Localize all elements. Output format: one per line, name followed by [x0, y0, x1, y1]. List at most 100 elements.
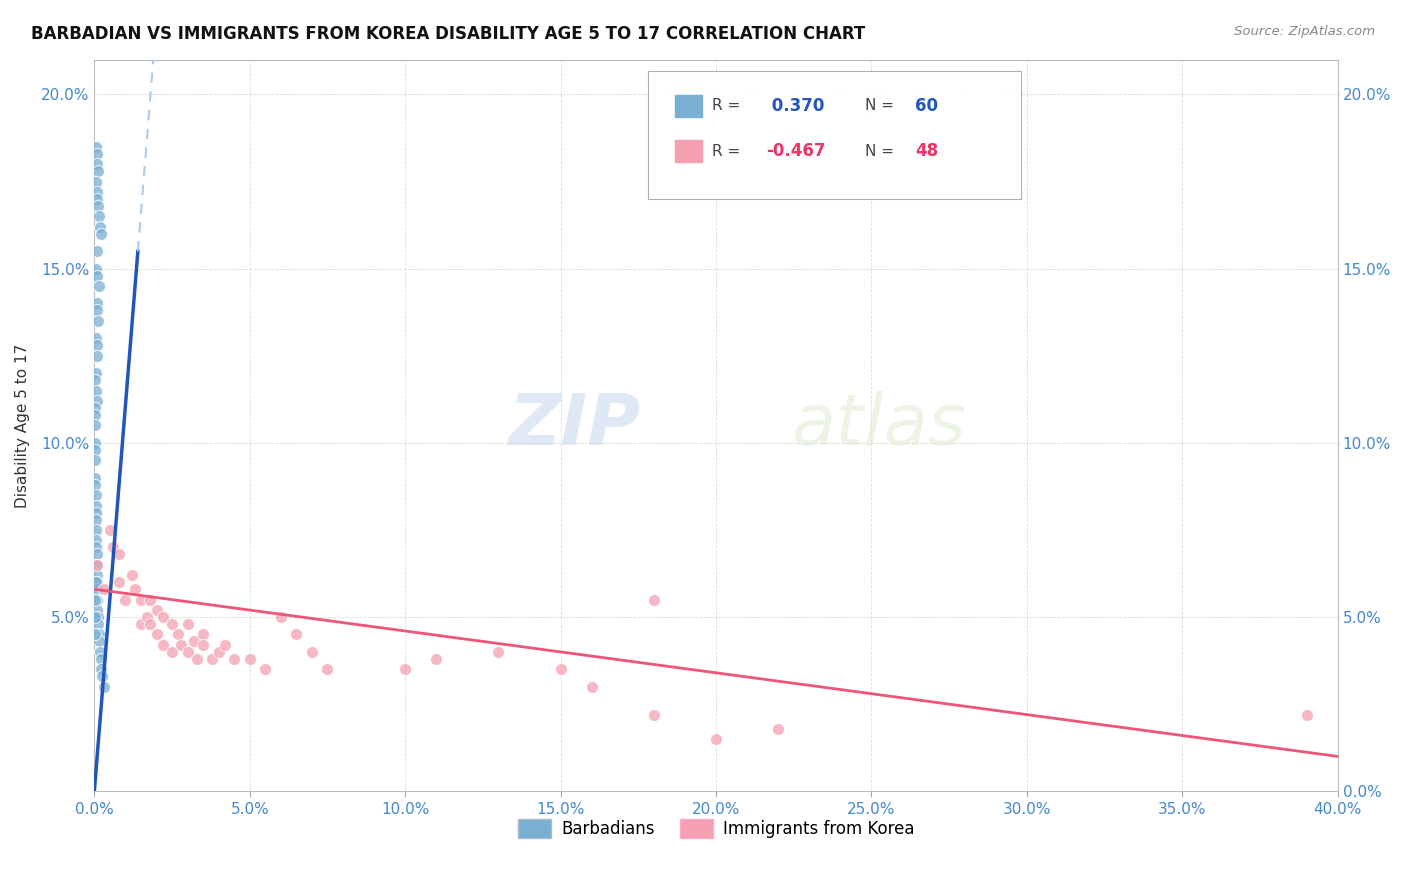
Point	[93, 582, 115, 597]
Point	[176, 645, 198, 659]
Point	[643, 707, 665, 722]
Point	[84, 512, 107, 526]
FancyBboxPatch shape	[648, 70, 1021, 199]
Point	[84, 261, 107, 276]
Point	[425, 652, 447, 666]
Point	[90, 662, 112, 676]
Point	[316, 662, 339, 676]
Point	[84, 366, 107, 380]
Point	[1295, 707, 1317, 722]
Point	[84, 442, 107, 457]
Point	[86, 592, 108, 607]
Point	[86, 268, 108, 283]
Point	[86, 146, 108, 161]
Point	[87, 210, 110, 224]
Point	[84, 499, 107, 513]
Point	[86, 558, 108, 572]
Point	[87, 634, 110, 648]
Point	[108, 575, 131, 590]
Point	[145, 627, 167, 641]
Text: Source: ZipAtlas.com: Source: ZipAtlas.com	[1234, 25, 1375, 38]
Text: N =: N =	[865, 144, 900, 159]
Point	[84, 418, 107, 433]
Point	[167, 627, 190, 641]
Point	[84, 506, 107, 520]
Point	[84, 575, 107, 590]
Point	[254, 662, 277, 676]
Point	[768, 722, 790, 736]
Point	[87, 627, 110, 641]
Point	[84, 139, 107, 153]
Point	[89, 219, 111, 234]
Point	[86, 394, 108, 409]
Text: -0.467: -0.467	[766, 142, 825, 160]
Point	[87, 199, 110, 213]
Point	[285, 627, 308, 641]
Point	[86, 303, 108, 318]
Point	[84, 331, 107, 345]
Point	[129, 617, 152, 632]
Point	[152, 610, 174, 624]
Point	[84, 523, 107, 537]
Point	[84, 453, 107, 467]
Point	[84, 610, 107, 624]
Point	[214, 638, 236, 652]
Text: N =: N =	[865, 98, 900, 113]
Bar	[675, 95, 703, 117]
Point	[84, 471, 107, 485]
Point	[84, 384, 107, 398]
Point	[124, 582, 146, 597]
Point	[84, 408, 107, 422]
Point	[86, 157, 108, 171]
Text: 60: 60	[915, 96, 938, 115]
Point	[191, 638, 214, 652]
Point	[208, 645, 231, 659]
Point	[550, 662, 572, 676]
Point	[86, 603, 108, 617]
Point	[121, 568, 143, 582]
Point	[98, 523, 121, 537]
Point	[84, 401, 107, 415]
Point	[136, 610, 159, 624]
Point	[87, 279, 110, 293]
Point	[84, 435, 107, 450]
Point	[643, 592, 665, 607]
Point	[114, 592, 136, 607]
Point	[84, 477, 107, 491]
Point	[87, 164, 110, 178]
Point	[84, 488, 107, 502]
Point	[191, 627, 214, 641]
Point	[176, 617, 198, 632]
Point	[84, 373, 107, 387]
Point	[170, 638, 193, 652]
Point	[108, 547, 131, 561]
Point	[86, 244, 108, 259]
Point	[90, 652, 112, 666]
Legend: Barbadians, Immigrants from Korea: Barbadians, Immigrants from Korea	[510, 813, 921, 845]
Point	[301, 645, 323, 659]
Point	[86, 192, 108, 206]
Point	[239, 652, 262, 666]
Point	[224, 652, 246, 666]
Text: 48: 48	[915, 142, 938, 160]
Point	[201, 652, 224, 666]
Point	[581, 680, 603, 694]
Point	[84, 627, 107, 641]
Point	[86, 547, 108, 561]
Text: BARBADIAN VS IMMIGRANTS FROM KOREA DISABILITY AGE 5 TO 17 CORRELATION CHART: BARBADIAN VS IMMIGRANTS FROM KOREA DISAB…	[31, 25, 865, 43]
Point	[183, 634, 205, 648]
Bar	[675, 140, 703, 162]
Point	[704, 731, 727, 746]
Point	[86, 185, 108, 199]
Point	[84, 592, 107, 607]
Point	[101, 541, 124, 555]
Text: ZIP: ZIP	[509, 391, 641, 460]
Point	[145, 603, 167, 617]
Point	[160, 617, 183, 632]
Point	[160, 645, 183, 659]
Point	[139, 617, 162, 632]
Point	[87, 314, 110, 328]
Point	[86, 575, 108, 590]
Point	[394, 662, 416, 676]
Point	[488, 645, 510, 659]
